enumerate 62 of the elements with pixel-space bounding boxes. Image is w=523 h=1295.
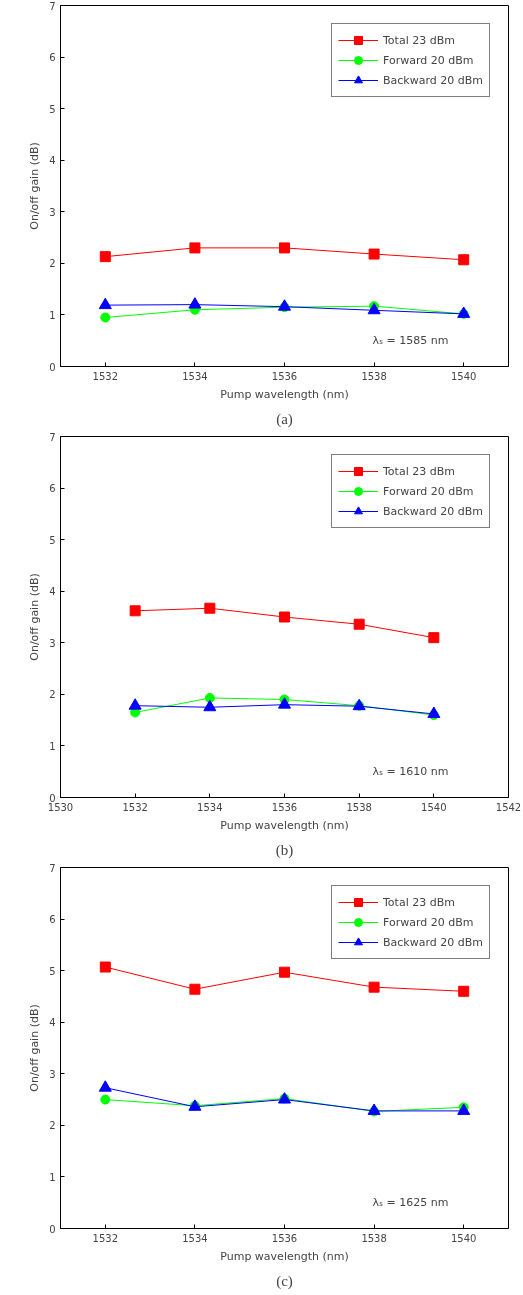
x-tick-label: 1540 xyxy=(421,801,447,813)
x-tick-label: 1532 xyxy=(92,370,119,382)
y-tick-label: 7 xyxy=(49,862,56,874)
legend-label: Total 23 dBm xyxy=(383,464,455,478)
x-axis-title: Pump wavelength (nm) xyxy=(220,818,349,832)
annotation: λₛ = 1610 nm xyxy=(372,764,449,778)
y-tick-label: 2 xyxy=(49,689,56,701)
y-tick-label: 4 xyxy=(49,155,56,167)
x-tick-label: 1534 xyxy=(182,1232,208,1244)
y-tick-label: 3 xyxy=(49,206,56,218)
y-tick-label: 0 xyxy=(49,792,56,804)
y-axis-title: On/off gain (dB) xyxy=(28,142,42,230)
legend-label: Forward 20 dBm xyxy=(383,53,474,67)
y-tick-label: 3 xyxy=(49,637,56,649)
x-tick-label: 1532 xyxy=(92,1232,119,1244)
y-tick-label: 2 xyxy=(49,258,56,270)
x-tick-label: 1538 xyxy=(361,370,387,382)
x-tick-label: 1534 xyxy=(182,370,208,382)
x-tick-label: 1538 xyxy=(361,1232,387,1244)
legend-label: Forward 20 dBm xyxy=(383,915,474,929)
y-tick-label: 1 xyxy=(49,309,56,321)
legend-label: Total 23 dBm xyxy=(383,33,455,47)
x-tick-label: 1536 xyxy=(271,1232,298,1244)
y-tick-label: 1 xyxy=(49,740,56,752)
legend-label: Backward 20 dBm xyxy=(383,504,483,518)
y-tick-label: 3 xyxy=(49,1068,56,1080)
y-tick-label: 0 xyxy=(49,361,56,373)
y-tick-label: 6 xyxy=(49,914,56,926)
annotation: λₛ = 1585 nm xyxy=(372,333,449,347)
legend-label: Forward 20 dBm xyxy=(383,484,474,498)
y-tick-label: 4 xyxy=(49,586,56,598)
x-tick-label: 1534 xyxy=(197,801,223,813)
y-tick-label: 6 xyxy=(49,483,56,495)
x-tick-label: 1532 xyxy=(122,801,148,813)
y-axis-title: On/off gain (dB) xyxy=(28,573,42,661)
x-tick-label: 1542 xyxy=(495,801,522,813)
legend-label: Backward 20 dBm xyxy=(383,935,483,949)
text: (b) xyxy=(275,841,294,859)
text: (c) xyxy=(276,1272,293,1290)
y-tick-label: 6 xyxy=(49,52,56,64)
x-tick-label: 1540 xyxy=(450,1232,477,1244)
y-tick-label: 5 xyxy=(49,965,56,977)
y-tick-label: 0 xyxy=(49,1223,56,1235)
x-tick-label: 1536 xyxy=(271,370,298,382)
annotation: λₛ = 1625 nm xyxy=(372,1195,449,1209)
x-tick-label: 1536 xyxy=(271,801,298,813)
y-tick-label: 5 xyxy=(49,534,56,546)
y-tick-label: 5 xyxy=(49,103,56,115)
x-axis-title: Pump wavelength (nm) xyxy=(220,1249,349,1263)
x-tick-label: 1540 xyxy=(450,370,477,382)
y-axis-title: On/off gain (dB) xyxy=(28,1004,42,1092)
legend-label: Backward 20 dBm xyxy=(383,73,483,87)
x-tick-label: 1530 xyxy=(47,801,74,813)
y-tick-label: 7 xyxy=(49,0,56,12)
y-tick-label: 7 xyxy=(49,431,56,443)
y-tick-label: 4 xyxy=(49,1017,56,1029)
text: (a) xyxy=(276,410,293,428)
x-tick-label: 1538 xyxy=(346,801,372,813)
y-tick-label: 2 xyxy=(49,1120,56,1132)
legend-label: Total 23 dBm xyxy=(383,895,455,909)
y-tick-label: 1 xyxy=(49,1171,56,1183)
x-axis-title: Pump wavelength (nm) xyxy=(220,387,349,401)
